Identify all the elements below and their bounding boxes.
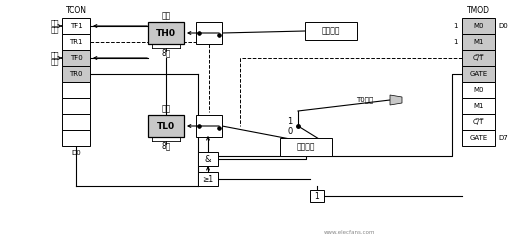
Text: ≥1: ≥1 <box>202 174 214 183</box>
Bar <box>462 98 495 114</box>
Text: TCON: TCON <box>66 6 87 15</box>
Bar <box>62 66 90 82</box>
Text: TR0: TR0 <box>69 71 83 77</box>
Text: D7: D7 <box>498 135 508 141</box>
Text: 溢出: 溢出 <box>161 11 170 20</box>
Bar <box>462 82 495 98</box>
Text: 8位: 8位 <box>161 141 170 150</box>
Text: 1: 1 <box>454 23 458 29</box>
Text: T0引脚: T0引脚 <box>356 97 374 103</box>
Text: 溢出: 溢出 <box>161 104 170 113</box>
Bar <box>62 82 90 98</box>
Bar <box>62 18 90 34</box>
Bar <box>198 152 218 166</box>
Bar <box>62 98 90 114</box>
Text: 申请
中断: 申请 中断 <box>51 19 59 33</box>
Text: TF0: TF0 <box>70 55 82 61</box>
Bar <box>462 34 495 50</box>
Bar <box>148 115 184 137</box>
Bar <box>196 115 222 137</box>
Text: GATE: GATE <box>470 135 487 141</box>
Text: M1: M1 <box>473 39 484 45</box>
Bar <box>198 172 218 186</box>
Text: &: & <box>205 155 211 164</box>
Text: TMOD: TMOD <box>467 6 490 15</box>
Text: M1: M1 <box>473 103 484 109</box>
Text: TH0: TH0 <box>156 28 176 37</box>
Bar <box>148 22 184 44</box>
Text: TR1: TR1 <box>69 39 83 45</box>
Bar <box>462 50 495 66</box>
Bar <box>62 130 90 146</box>
Bar <box>196 22 222 44</box>
Bar <box>310 190 324 202</box>
Text: TL0: TL0 <box>157 122 175 130</box>
Text: 8位: 8位 <box>161 49 170 58</box>
Bar <box>462 18 495 34</box>
Text: TF1: TF1 <box>70 23 82 29</box>
Text: 机器周期: 机器周期 <box>297 142 315 151</box>
Text: 1: 1 <box>287 116 293 125</box>
Bar <box>62 114 90 130</box>
Bar <box>305 22 357 40</box>
Text: 1: 1 <box>315 191 319 200</box>
Text: www.elecfans.com: www.elecfans.com <box>324 229 376 234</box>
Text: 机器周期: 机器周期 <box>322 26 340 35</box>
Text: D0: D0 <box>498 23 508 29</box>
Bar <box>62 50 90 66</box>
Text: C/̅T̅: C/̅T̅ <box>473 55 484 61</box>
Text: D0: D0 <box>71 150 81 156</box>
Text: M0: M0 <box>473 87 484 93</box>
Bar <box>462 66 495 82</box>
Text: GATE: GATE <box>470 71 487 77</box>
Text: 1: 1 <box>454 39 458 45</box>
Text: M0: M0 <box>473 23 484 29</box>
Bar <box>280 138 332 156</box>
Text: C/̅T̅: C/̅T̅ <box>473 119 484 125</box>
Bar <box>462 114 495 130</box>
Text: 0: 0 <box>287 127 293 136</box>
Text: 申请
中断: 申请 中断 <box>51 51 59 65</box>
Bar <box>462 130 495 146</box>
Polygon shape <box>390 95 402 105</box>
Bar <box>62 34 90 50</box>
